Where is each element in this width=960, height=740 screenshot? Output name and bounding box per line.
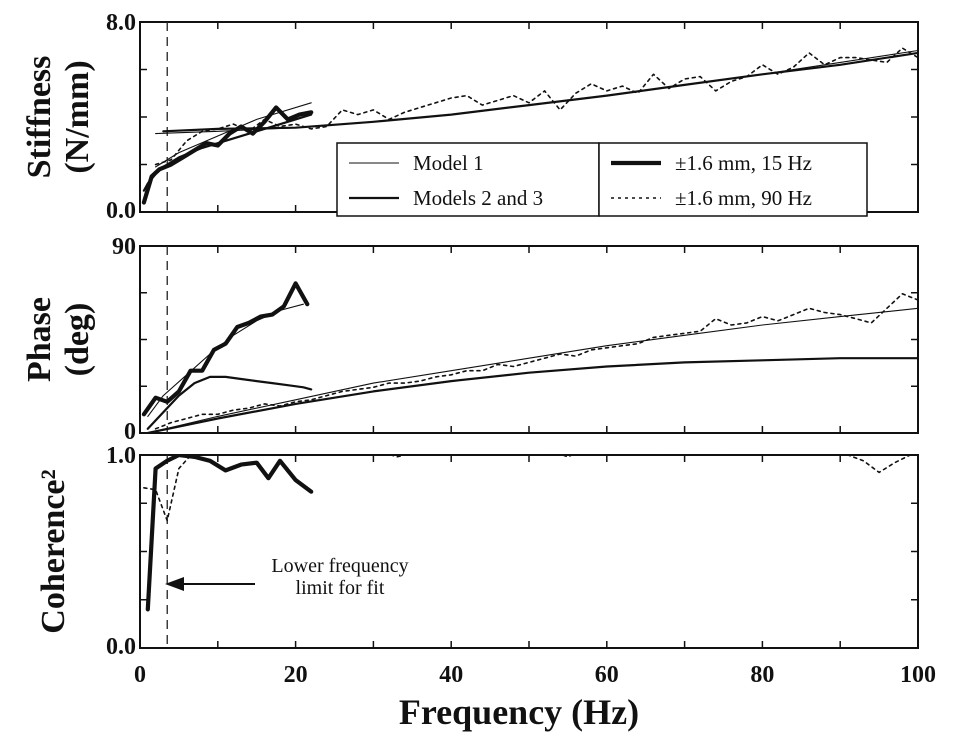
plot-frame xyxy=(139,454,919,649)
y-axis-label: Coherence² xyxy=(35,469,72,633)
y-tick-label-bottom: 0.0 xyxy=(106,198,136,224)
legend-label: ±1.6 mm, 90 Hz xyxy=(675,186,812,210)
x-tick-label: 0 xyxy=(134,662,146,688)
series-exp15 xyxy=(141,281,310,417)
series-models23-hf xyxy=(162,51,918,133)
y-tick-label-bottom: 0.0 xyxy=(106,634,136,660)
x-axis: 0 20 40 60 80 100 Frequency (Hz) xyxy=(134,662,936,732)
y-tick-label-top: 90 xyxy=(112,234,136,260)
legend-box xyxy=(598,142,868,217)
legend-label: Models 2 and 3 xyxy=(413,186,543,210)
y-axis-label-units: (deg) xyxy=(59,303,96,377)
x-tick-label: 80 xyxy=(750,662,774,688)
x-tick-label: 100 xyxy=(900,662,936,688)
annotation-text: Lower frequency xyxy=(271,555,408,577)
panel-1: 8.0 0.0 Stiffness (N/mm) Model 1 Models 2 and… xyxy=(21,10,919,224)
series-exp90 xyxy=(154,293,918,430)
annotation-text: limit for fit xyxy=(296,577,385,599)
series-models23-hf xyxy=(146,357,918,433)
series-exp90 xyxy=(154,47,918,166)
series-exp15 xyxy=(145,455,314,612)
y-axis-label: Stiffness xyxy=(21,56,58,179)
plot-frame xyxy=(139,245,919,434)
series-models23-lf xyxy=(146,375,313,430)
y-axis-label-units: (N/mm) xyxy=(59,60,96,173)
x-tick-label: 40 xyxy=(439,662,463,688)
legend-label: Model 1 xyxy=(413,151,484,175)
x-tick-label: 20 xyxy=(284,662,308,688)
series-exp90 xyxy=(143,455,911,522)
legend-label: ±1.6 mm, 15 Hz xyxy=(675,151,812,175)
x-axis-label: Frequency (Hz) xyxy=(399,692,639,732)
y-tick-label-bottom: 0 xyxy=(124,419,136,445)
y-tick-label-top: 8.0 xyxy=(106,10,136,36)
series-model1-hf xyxy=(147,307,918,433)
legend: Model 1 Models 2 and 3 ±1.6 mm, 15 Hz ±1.6 … xyxy=(336,142,868,217)
annotation-arrowhead xyxy=(165,577,184,591)
legend-box xyxy=(336,142,600,217)
panel-2: 90 0 Phase (deg) xyxy=(21,234,919,445)
series-model1 xyxy=(155,102,312,168)
y-tick-label-top: 1.0 xyxy=(106,443,136,469)
x-tick-label: 60 xyxy=(595,662,619,688)
y-axis-label: Phase xyxy=(21,297,58,382)
series-exp15 xyxy=(141,105,314,205)
